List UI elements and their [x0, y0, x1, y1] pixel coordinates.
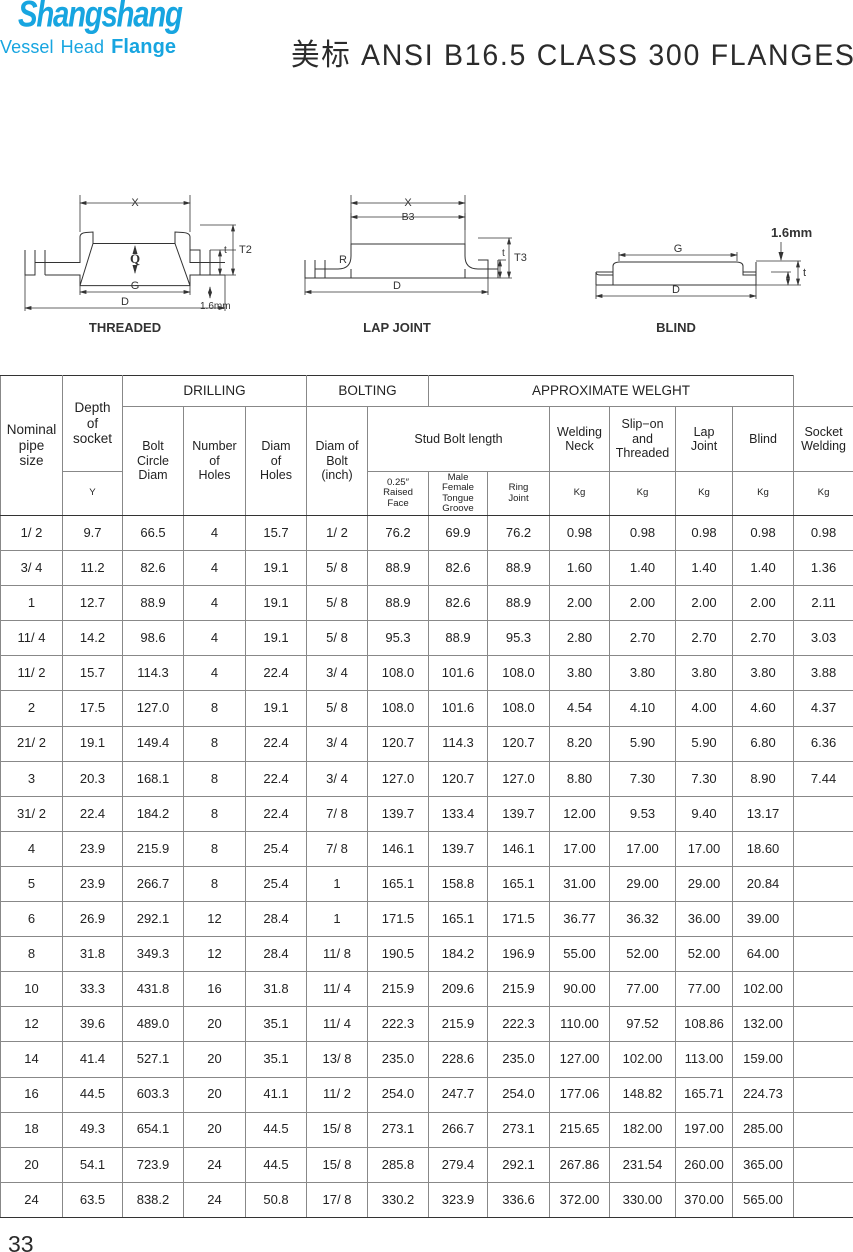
- svg-text:t: t: [803, 267, 806, 279]
- svg-text:X: X: [131, 197, 139, 209]
- svg-text:G: G: [674, 243, 683, 255]
- svg-text:1.6mm: 1.6mm: [771, 225, 812, 240]
- svg-text:T3: T3: [514, 252, 527, 264]
- svg-text:t: t: [224, 245, 227, 256]
- svg-text:THREADED: THREADED: [89, 320, 161, 335]
- svg-text:R: R: [339, 254, 347, 266]
- svg-text:D: D: [672, 284, 680, 296]
- svg-text:Q: Q: [130, 251, 140, 266]
- svg-text:G: G: [131, 280, 140, 292]
- svg-text:BLIND: BLIND: [656, 320, 696, 335]
- svg-text:X: X: [404, 197, 412, 209]
- svg-text:D: D: [121, 296, 129, 308]
- svg-text:LAP JOINT: LAP JOINT: [363, 320, 431, 335]
- svg-text:1.6mm: 1.6mm: [200, 301, 231, 312]
- svg-text:B3: B3: [402, 211, 415, 223]
- svg-text:D: D: [393, 280, 401, 292]
- svg-text:t: t: [502, 248, 505, 259]
- svg-text:T2: T2: [239, 244, 252, 256]
